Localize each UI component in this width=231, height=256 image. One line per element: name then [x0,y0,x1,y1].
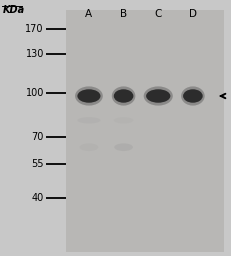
Text: 70: 70 [31,132,44,142]
Ellipse shape [114,117,134,123]
Text: D: D [189,9,197,19]
Ellipse shape [144,86,173,105]
Text: C: C [155,9,162,19]
Ellipse shape [112,86,135,105]
Bar [66,10,224,252]
Ellipse shape [75,86,103,105]
Ellipse shape [183,89,203,103]
Text: B: B [120,9,127,19]
Ellipse shape [79,143,98,151]
Ellipse shape [181,86,205,105]
Text: A: A [85,9,92,19]
Text: KDa: KDa [2,5,24,15]
Ellipse shape [114,143,133,151]
Text: 40: 40 [32,193,44,204]
Ellipse shape [146,89,170,103]
Ellipse shape [77,117,100,123]
Ellipse shape [77,89,100,103]
Text: 55: 55 [31,159,44,169]
Text: 130: 130 [25,49,44,59]
Text: 100: 100 [25,88,44,99]
Ellipse shape [114,89,134,103]
Text: 170: 170 [25,24,44,35]
